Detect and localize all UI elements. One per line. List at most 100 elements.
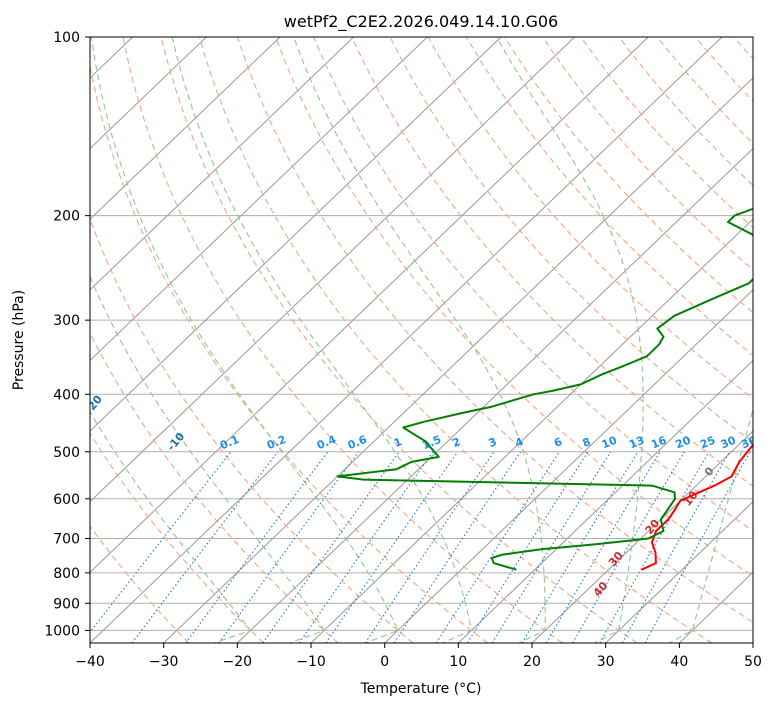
moist-adiabat bbox=[171, 37, 473, 643]
dry-adiabat bbox=[542, 37, 753, 271]
mixing-ratio-line bbox=[521, 451, 639, 643]
y-axis: 100 200 300 400 500 600 700 800 900 1000 bbox=[44, 30, 90, 639]
dry-adiabat bbox=[90, 432, 264, 643]
dry-adiabat bbox=[427, 37, 753, 400]
mixing-ratio-line bbox=[364, 451, 495, 643]
y-tick-label: 1000 bbox=[44, 623, 80, 639]
isotherm-40 bbox=[678, 571, 753, 643]
mixing-ratio-line bbox=[393, 451, 522, 643]
adiabat-label-zero: 0 bbox=[702, 464, 717, 478]
mixing-ratio-label: 13 bbox=[627, 434, 646, 452]
x-tick-label: −40 bbox=[75, 654, 105, 670]
dry-adiabat bbox=[389, 37, 753, 443]
mixing-ratio-label: 0.1 bbox=[218, 433, 241, 452]
mixing-ratio-line bbox=[467, 451, 589, 643]
isotherm-10 bbox=[457, 359, 753, 643]
isotherm--60 bbox=[90, 37, 576, 503]
adiabat-label: 30 bbox=[606, 549, 626, 569]
isotherm--80 bbox=[90, 37, 428, 362]
line-labels: 0.10.20.40.611.52346810131620253036-100-… bbox=[82, 393, 758, 600]
isotherm--100 bbox=[90, 37, 281, 220]
moist-adiabat bbox=[90, 37, 399, 643]
chart-title: wetPf2_C2E2.2026.049.14.10.G06 bbox=[284, 12, 558, 32]
x-tick-label: 30 bbox=[597, 654, 615, 670]
y-tick-label: 900 bbox=[53, 596, 80, 612]
mixing-ratio-label: 3 bbox=[487, 435, 499, 450]
adiabat-label: -20 bbox=[82, 393, 105, 417]
mixing-ratio-line bbox=[325, 451, 459, 643]
dry-adiabat bbox=[580, 37, 753, 229]
adiabat-label: -10 bbox=[165, 430, 188, 454]
mixing-ratio-label: 20 bbox=[674, 434, 693, 452]
mixing-ratio-line bbox=[644, 451, 751, 643]
y-tick-label: 400 bbox=[53, 387, 80, 403]
y-tick-label: 100 bbox=[53, 30, 80, 46]
mixing-ratio-label: 36 bbox=[739, 434, 758, 452]
mixing-ratio-label: 16 bbox=[649, 434, 668, 452]
dry-adiabat bbox=[236, 37, 753, 623]
y-tick-label: 600 bbox=[53, 492, 80, 508]
moist-adiabat bbox=[90, 410, 252, 643]
mixing-ratio-label: 25 bbox=[698, 434, 717, 452]
x-tick-label: 20 bbox=[523, 654, 541, 670]
dry-adiabat bbox=[160, 37, 638, 643]
mixing-ratio-line bbox=[262, 451, 400, 643]
isotherm--20 bbox=[236, 147, 753, 643]
mixing-ratio-line bbox=[435, 451, 560, 643]
y-tick-label: 800 bbox=[53, 566, 80, 582]
background-lines bbox=[0, 37, 753, 643]
adiabat-label: 40 bbox=[591, 579, 611, 599]
isotherm--40 bbox=[90, 37, 723, 643]
isotherm--50 bbox=[90, 37, 649, 574]
mixing-ratio-line bbox=[621, 451, 731, 643]
isotherm-0 bbox=[384, 289, 753, 643]
moist-adiabat bbox=[90, 275, 325, 643]
dry-adiabat bbox=[90, 332, 339, 643]
dry-adiabat bbox=[618, 37, 753, 187]
mixing-ratio-label: 0.2 bbox=[265, 433, 288, 452]
isotherm-50 bbox=[752, 642, 753, 643]
moist-adiabat bbox=[293, 37, 546, 643]
dry-adiabat bbox=[733, 37, 753, 60]
isotherm--90 bbox=[90, 37, 355, 291]
mixing-ratio-label: 0.4 bbox=[315, 433, 338, 452]
dry-adiabat bbox=[90, 217, 414, 643]
x-tick-label: 10 bbox=[449, 654, 467, 670]
dry-adiabat bbox=[90, 525, 190, 643]
mixing-ratio-line bbox=[218, 451, 360, 643]
dewpoint-profile-line bbox=[336, 207, 753, 571]
mixing-ratio-line bbox=[90, 451, 232, 634]
x-tick-label: 40 bbox=[670, 654, 688, 670]
mixing-ratio-line bbox=[131, 451, 279, 643]
mixing-ratio-label: 2 bbox=[450, 435, 462, 450]
isotherm--110 bbox=[90, 37, 207, 150]
mixing-ratio-label: 30 bbox=[719, 434, 738, 452]
isotherm--30 bbox=[163, 77, 753, 643]
dry-adiabat bbox=[465, 37, 753, 356]
x-tick-label: 0 bbox=[380, 654, 389, 670]
mixing-ratio-label: 10 bbox=[600, 434, 619, 452]
x-tick-label: −10 bbox=[296, 654, 326, 670]
y-tick-label: 200 bbox=[53, 209, 80, 225]
dry-adiabat bbox=[313, 37, 753, 532]
mixing-ratio-label: 8 bbox=[581, 435, 593, 450]
y-axis-title: Pressure (hPa) bbox=[11, 290, 27, 390]
mixing-ratio-label: 6 bbox=[552, 435, 564, 450]
x-tick-label: −20 bbox=[223, 654, 253, 670]
profiles bbox=[336, 207, 753, 571]
x-tick-label: −30 bbox=[149, 654, 179, 670]
y-tick-label: 300 bbox=[53, 313, 80, 329]
mixing-ratio-line bbox=[185, 451, 329, 643]
dry-adiabat bbox=[122, 37, 563, 643]
dry-adiabat bbox=[198, 37, 713, 643]
isotherm--70 bbox=[90, 37, 502, 432]
dry-adiabat bbox=[694, 37, 753, 102]
x-axis: −40 −30 −20 −10 0 10 20 30 40 50 bbox=[75, 643, 762, 670]
moist-adiabat bbox=[668, 407, 753, 643]
dry-adiabat bbox=[656, 37, 753, 144]
isotherm--130 bbox=[0, 37, 59, 643]
mixing-ratio-line bbox=[298, 451, 434, 643]
plot-frame bbox=[89, 36, 754, 644]
isotherm-20 bbox=[531, 430, 753, 643]
